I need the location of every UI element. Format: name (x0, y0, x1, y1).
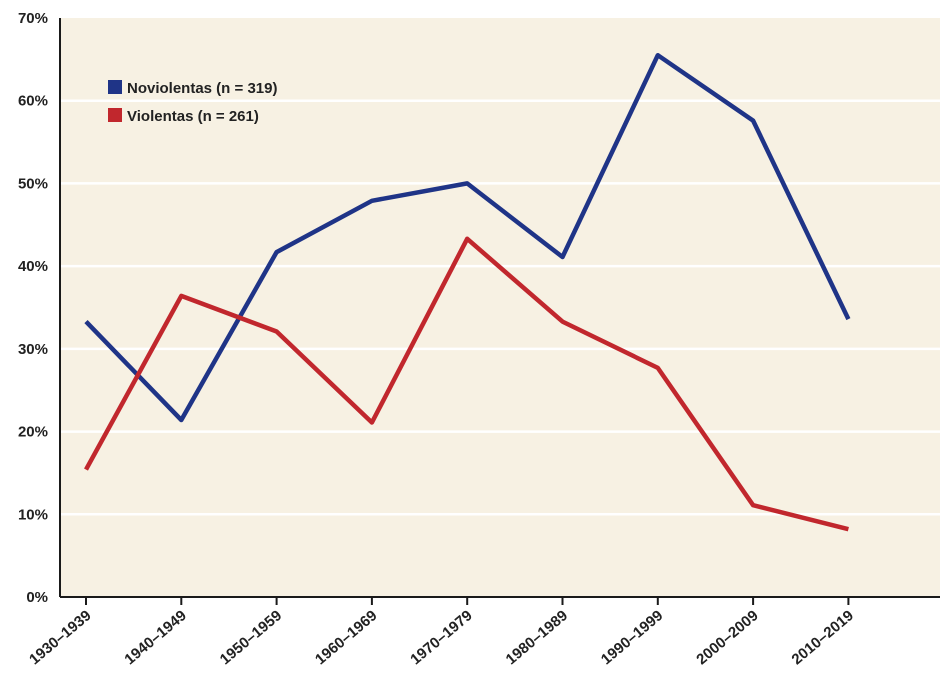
plot-background (60, 18, 940, 597)
x-tick-label: 1980–1989 (503, 607, 571, 668)
y-axis-ticks: 0% 10% 20% 30% 40% 50% 60% 70% (18, 10, 48, 606)
y-tick-label: 30% (18, 341, 48, 358)
x-tick-label: 1950–1959 (217, 607, 285, 668)
y-tick-label: 60% (18, 93, 48, 110)
x-tick-label: 1930–1939 (26, 607, 94, 668)
x-tick-label: 1960–1969 (312, 607, 380, 668)
y-tick-label: 20% (18, 424, 48, 441)
x-tick-label: 1970–1979 (407, 607, 475, 668)
y-tick-label: 0% (26, 589, 48, 606)
y-tick-label: 70% (18, 10, 48, 27)
legend-swatch-violentas (108, 108, 122, 122)
x-axis-ticks: 1930–1939 1940–1949 1950–1959 1960–1969 1970… (26, 597, 857, 668)
legend: Noviolentas (n = 319) Violentas (n = 261) (108, 80, 277, 125)
y-tick-label: 10% (18, 506, 48, 523)
y-tick-label: 40% (18, 258, 48, 275)
y-tick-label: 50% (18, 175, 48, 192)
axes (59, 18, 940, 598)
plot-area (60, 18, 940, 597)
legend-swatch-noviolentas (108, 80, 122, 94)
legend-label-violentas: Violentas (n = 261) (127, 108, 259, 125)
x-tick-label: 1940–1949 (121, 607, 189, 668)
x-tick-label: 2000–2009 (693, 607, 761, 668)
x-tick-label: 1990–1999 (598, 607, 666, 668)
x-tick-label: 2010–2019 (789, 607, 857, 668)
series-group (84, 52, 851, 532)
legend-label-noviolentas: Noviolentas (n = 319) (127, 80, 277, 97)
